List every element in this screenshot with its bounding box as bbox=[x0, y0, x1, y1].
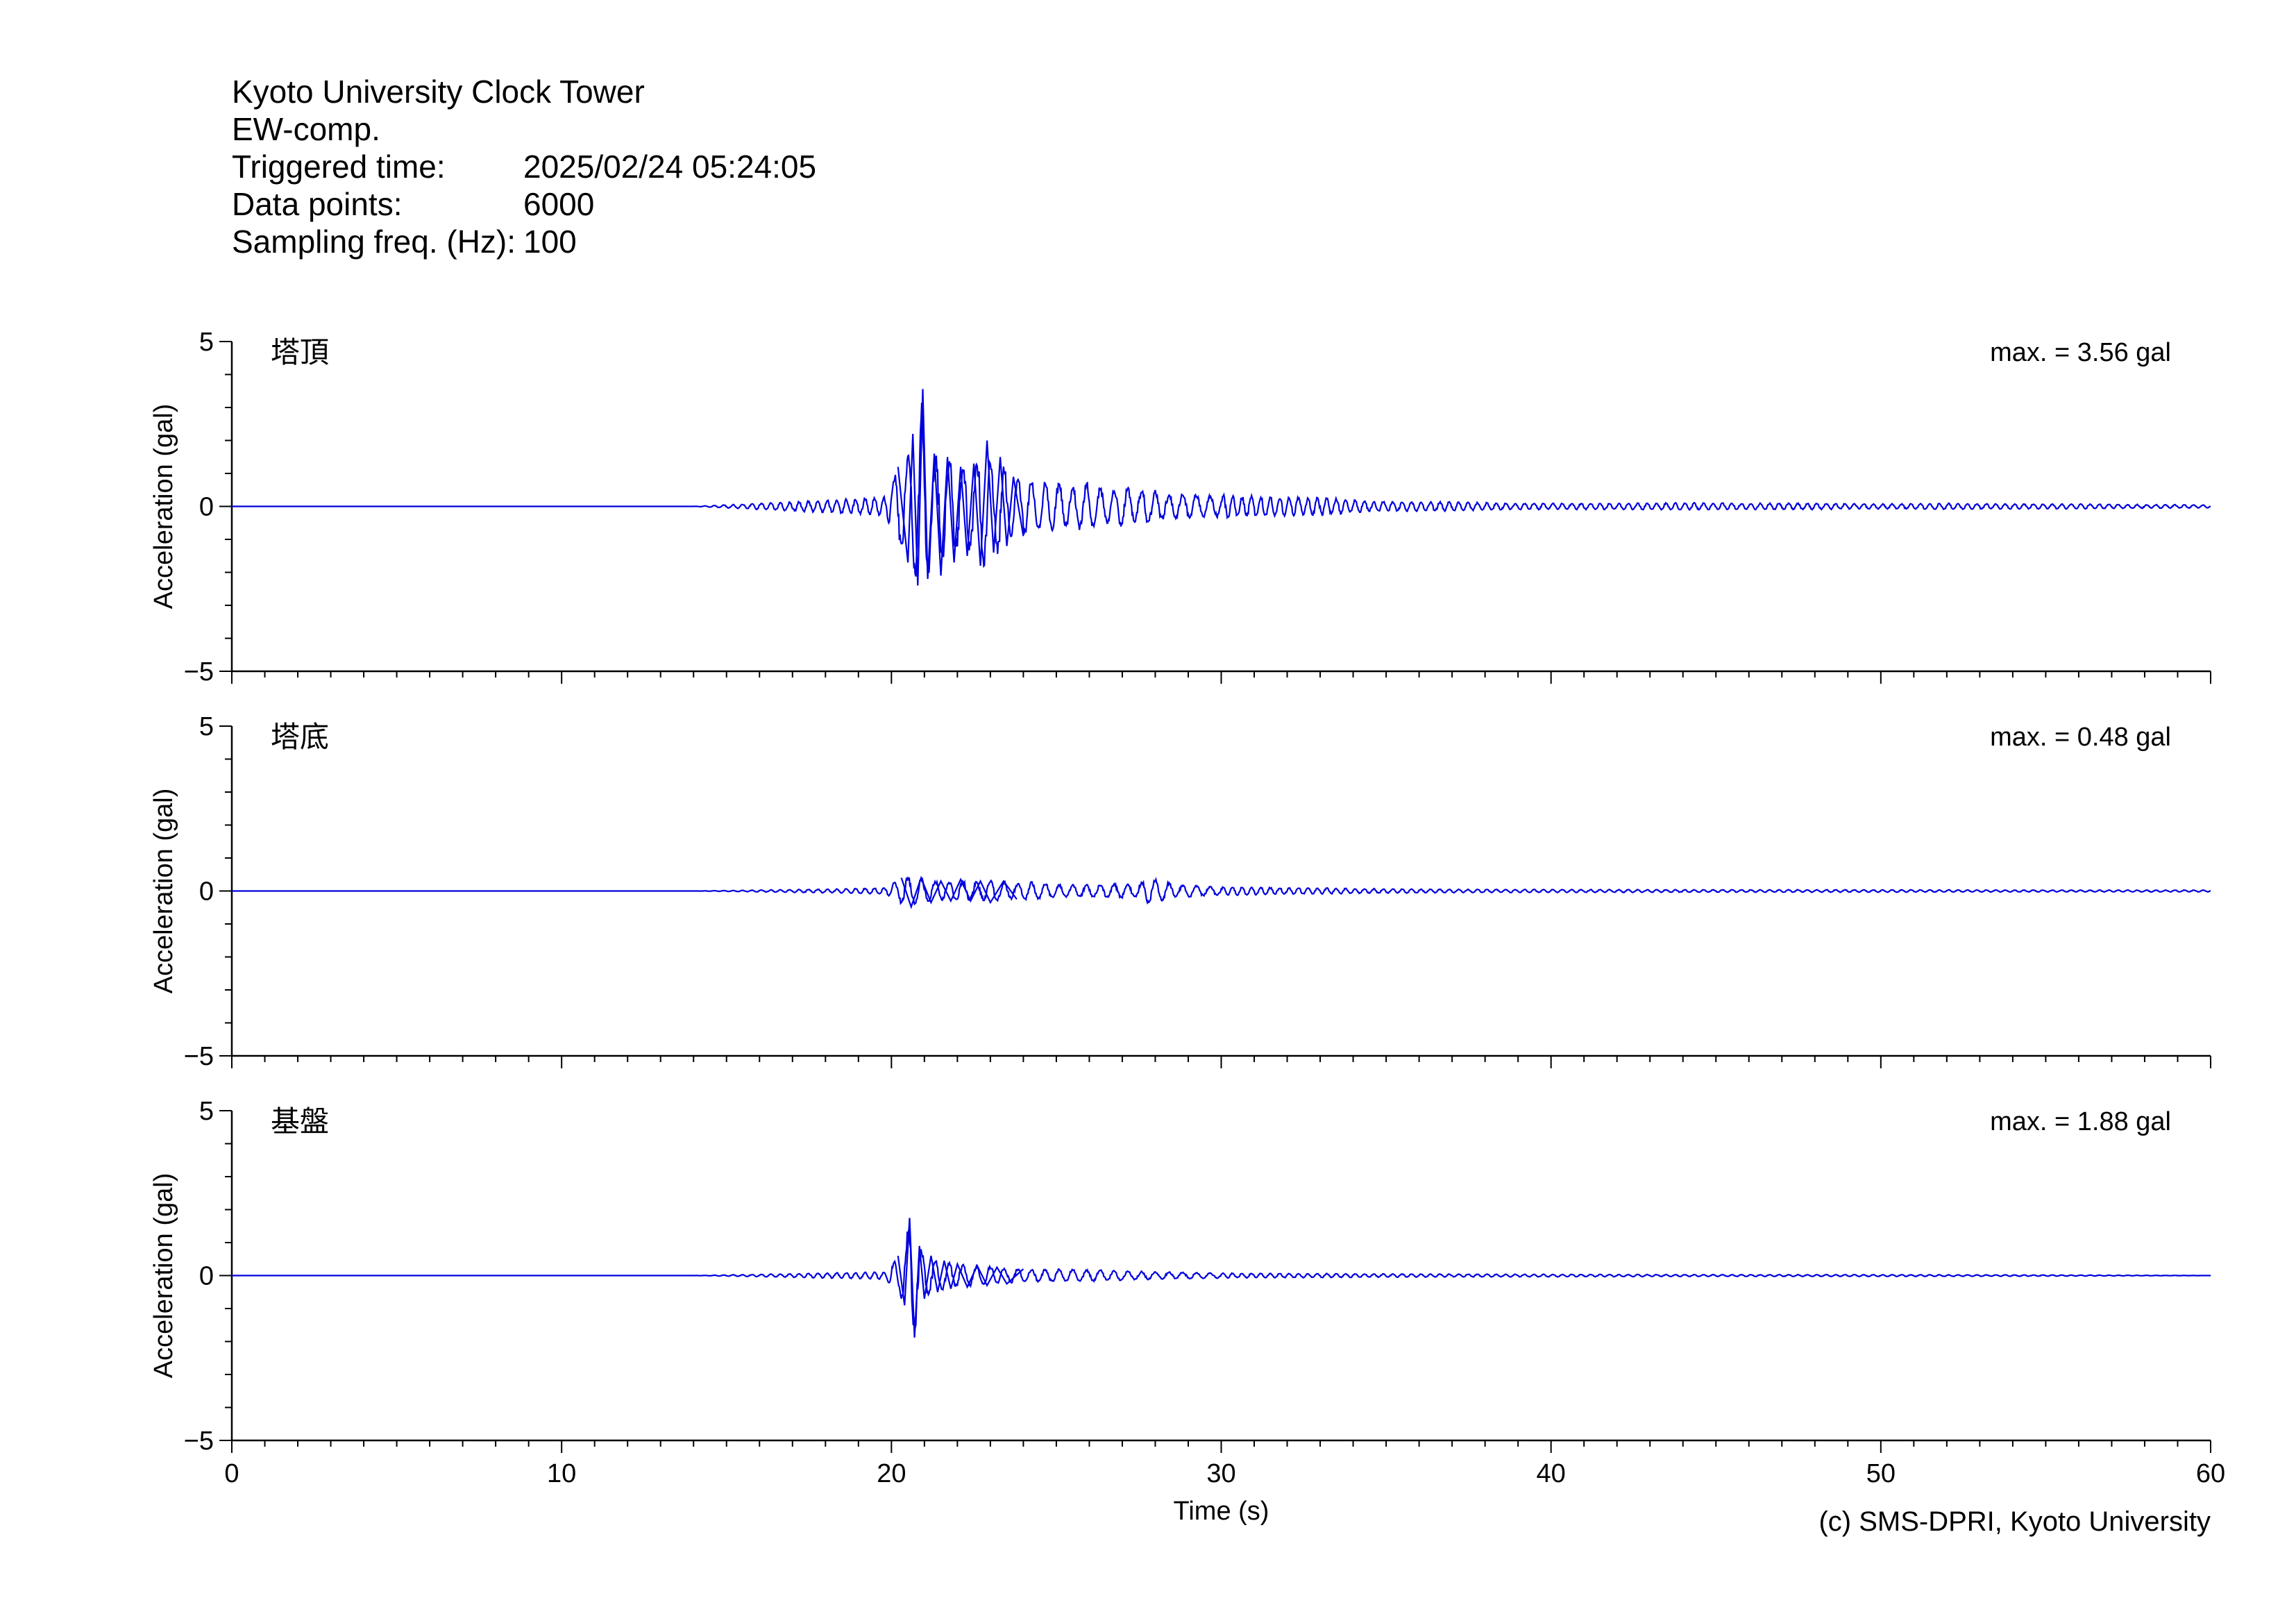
panel-location-label: 塔底 bbox=[271, 720, 329, 754]
panel-max-label: max. = 3.56 gal bbox=[1990, 338, 2171, 367]
waveform-peaks bbox=[897, 389, 1024, 586]
x-tick-label: 20 bbox=[877, 1459, 906, 1488]
y-tick-label: 0 bbox=[199, 1262, 214, 1291]
y-tick-label: 0 bbox=[199, 877, 214, 907]
panel-location-label: 基盤 bbox=[271, 1104, 329, 1138]
triggered-time-key: Triggered time: bbox=[232, 149, 446, 185]
triggered-time-value: 2025/02/24 05:24:05 bbox=[523, 149, 817, 185]
waveform-peaks bbox=[897, 1218, 1024, 1338]
y-tick-label: −5 bbox=[184, 657, 214, 687]
sampling-freq-key: Sampling freq. (Hz): bbox=[232, 224, 516, 260]
panel-max-label: max. = 1.88 gal bbox=[1990, 1107, 2171, 1136]
x-tick-label: 0 bbox=[224, 1459, 239, 1488]
y-tick-label: −5 bbox=[184, 1042, 214, 1071]
data-points-row: Data points: 6000 bbox=[232, 185, 816, 223]
y-axis-label: Acceleration (gal) bbox=[149, 1173, 178, 1379]
x-tick-label: 30 bbox=[1206, 1459, 1235, 1488]
data-points-value: 6000 bbox=[523, 186, 595, 222]
triggered-time-row: Triggered time: 2025/02/24 05:24:05 bbox=[232, 148, 816, 185]
x-tick-label: 50 bbox=[1866, 1459, 1896, 1488]
y-tick-label: 5 bbox=[199, 328, 214, 357]
y-axis-label: Acceleration (gal) bbox=[149, 404, 178, 609]
y-tick-label: −5 bbox=[184, 1427, 214, 1456]
x-tick-label: 40 bbox=[1537, 1459, 1566, 1488]
component-label: EW-comp. bbox=[232, 111, 380, 147]
x-axis-label: Time (s) bbox=[1174, 1497, 1269, 1526]
x-tick-label: 10 bbox=[547, 1459, 576, 1488]
x-tick-label: 60 bbox=[2196, 1459, 2225, 1488]
waveform-trace bbox=[232, 876, 2211, 906]
sampling-freq-row: Sampling freq. (Hz): 100 bbox=[232, 223, 816, 260]
y-tick-label: 0 bbox=[199, 493, 214, 522]
header-block: Kyoto University Clock Tower EW-comp. Tr… bbox=[232, 73, 816, 260]
panel-location-label: 塔頂 bbox=[271, 335, 329, 369]
panel-max-label: max. = 0.48 gal bbox=[1990, 723, 2171, 752]
data-points-key: Data points: bbox=[232, 186, 403, 222]
station-name: Kyoto University Clock Tower bbox=[232, 74, 645, 110]
sampling-freq-value: 100 bbox=[523, 224, 577, 260]
waveform-peaks bbox=[900, 875, 1018, 909]
y-axis-label: Acceleration (gal) bbox=[149, 789, 178, 994]
y-tick-label: 5 bbox=[199, 712, 214, 741]
y-tick-label: 5 bbox=[199, 1097, 214, 1126]
waveform-trace bbox=[232, 403, 2211, 577]
copyright-credit: (c) SMS-DPRI, Kyoto University bbox=[1818, 1506, 2211, 1537]
waveform-trace bbox=[232, 1229, 2211, 1334]
